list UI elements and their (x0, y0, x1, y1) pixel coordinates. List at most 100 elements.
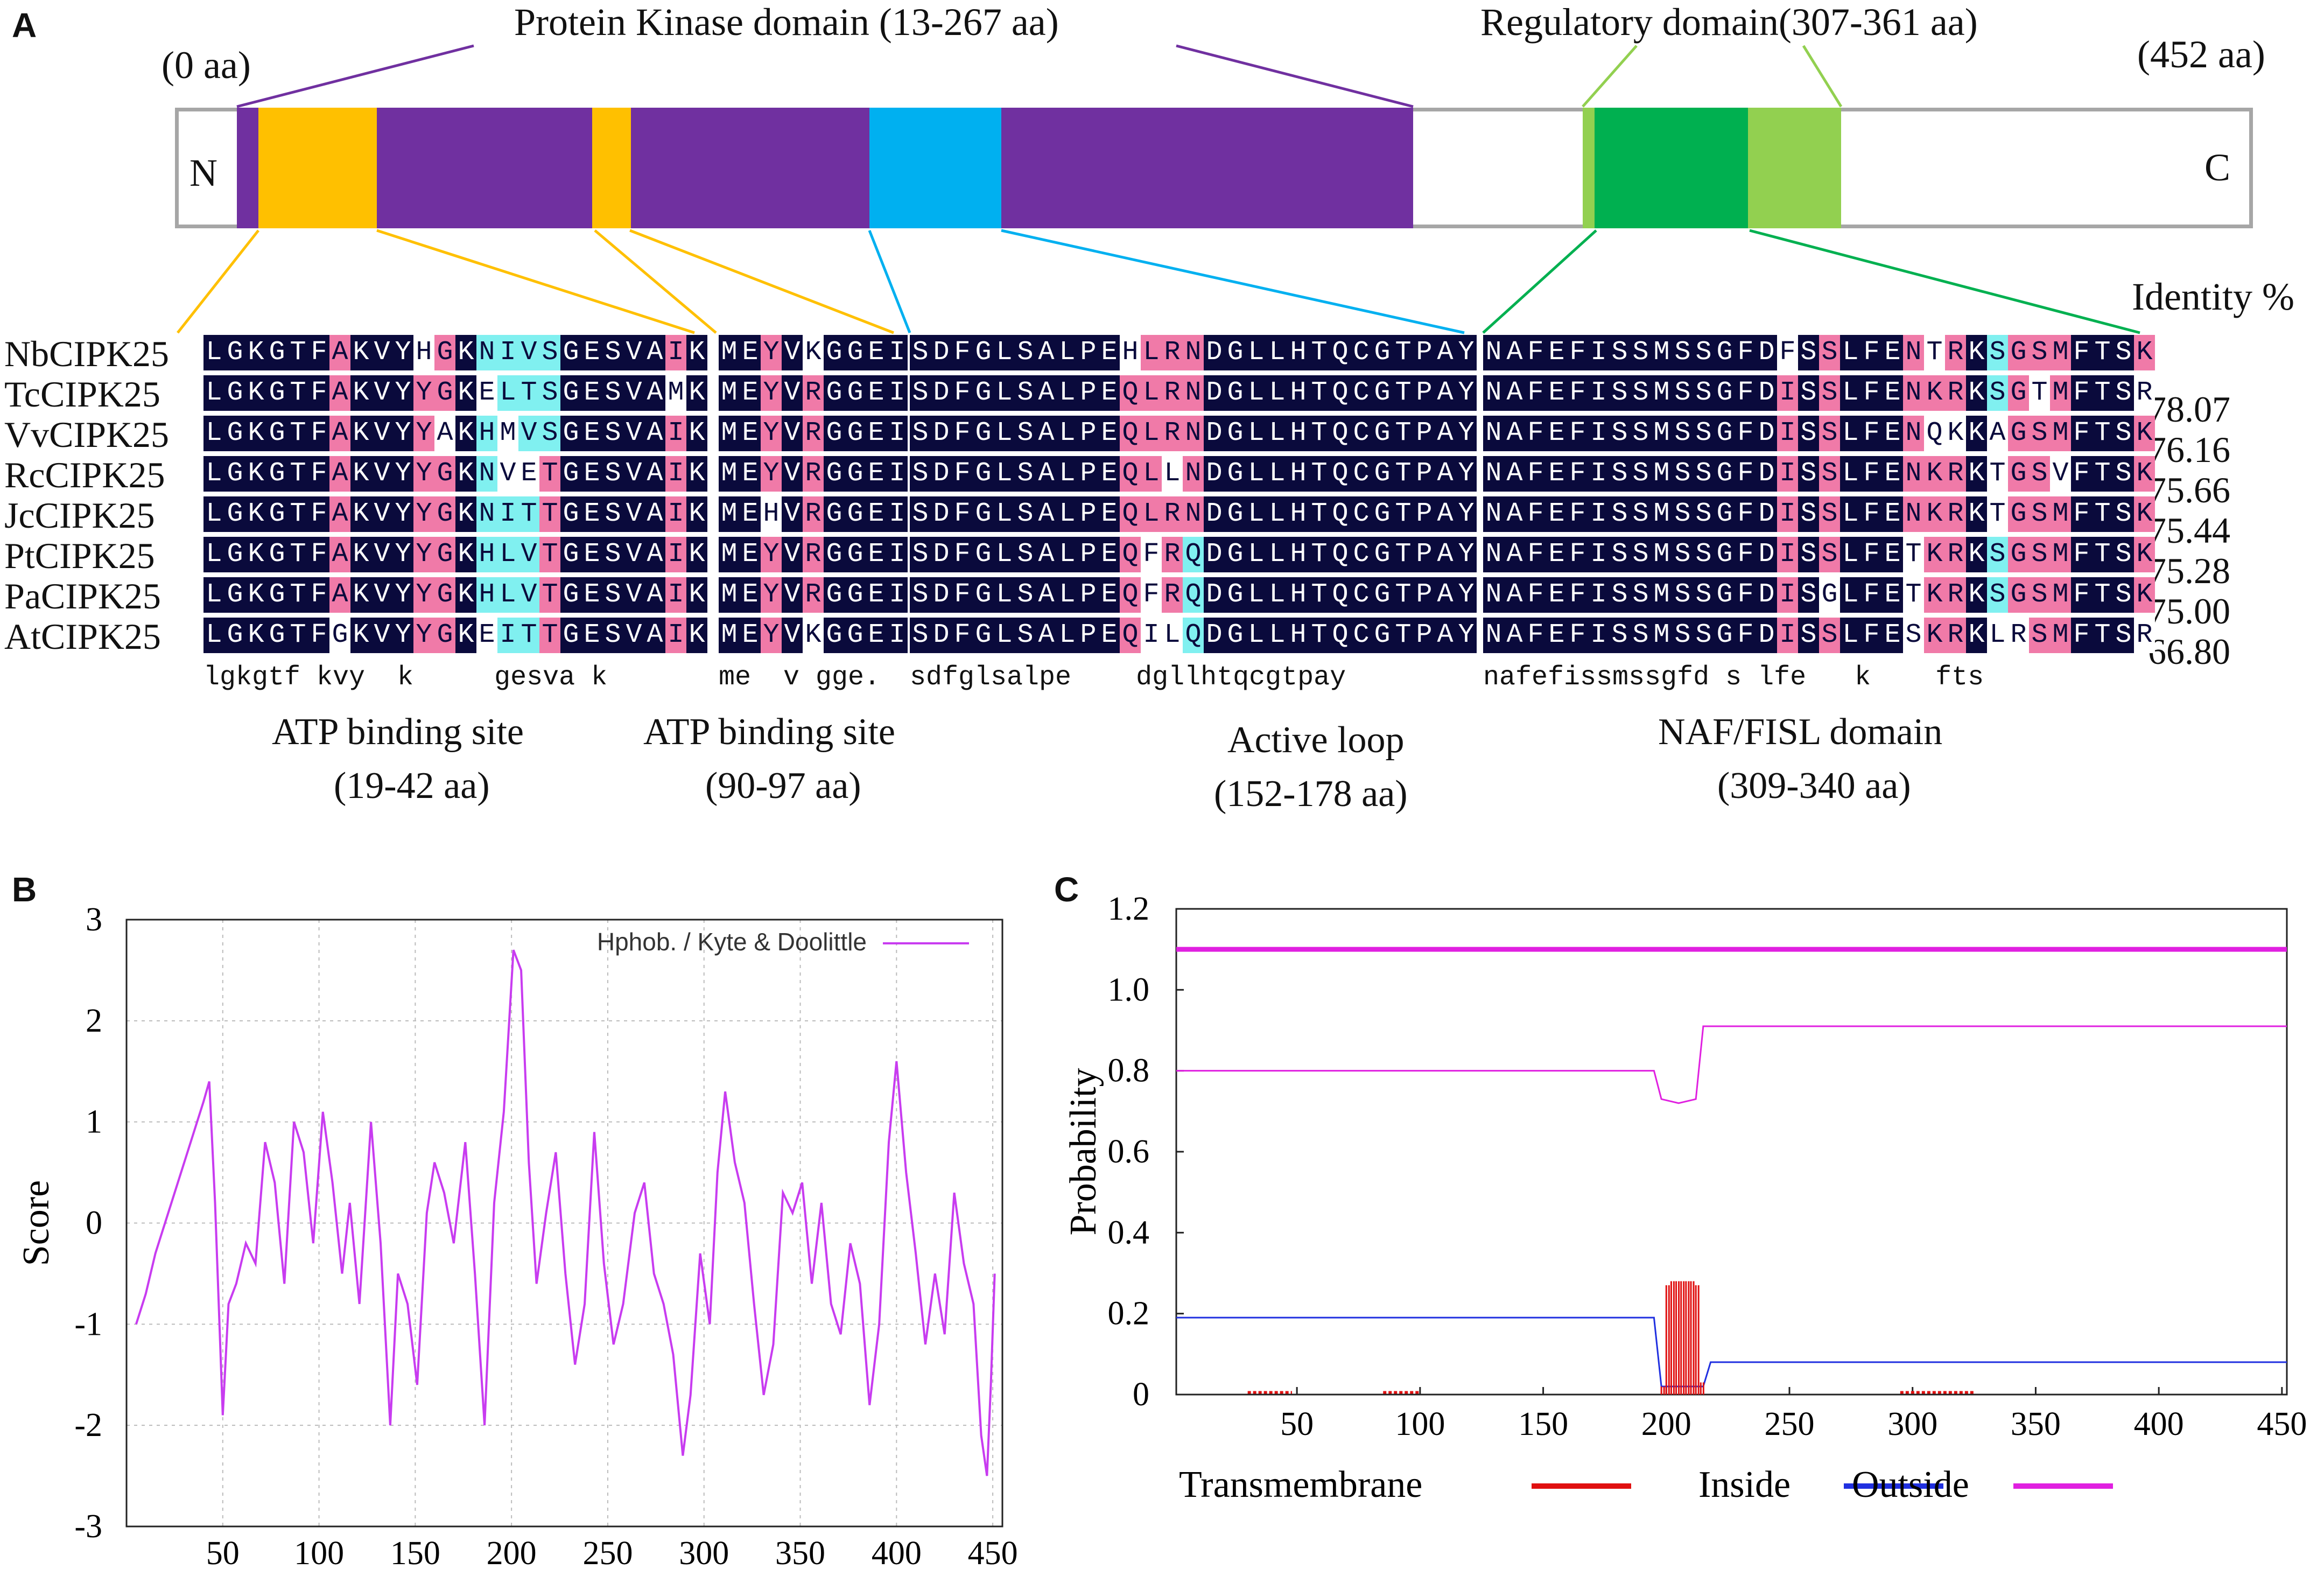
residue-cell: L (1057, 618, 1078, 653)
residue-cell: G (1714, 537, 1735, 572)
residue-cell: K (1966, 496, 1987, 532)
x-tick-label: 200 (1641, 1406, 1691, 1442)
residue-cell: L (1840, 577, 1861, 613)
residue-cell: A (1504, 416, 1525, 451)
residue-cell: Y (761, 537, 782, 572)
residue-cell: I (887, 496, 908, 532)
residue-cell: M (1651, 335, 1672, 370)
residue-cell: I (1777, 496, 1798, 532)
residue-cell: G (973, 456, 994, 492)
x-tick-label: 250 (582, 1535, 633, 1569)
residue-cell: L (1246, 577, 1267, 613)
residue-cell: S (910, 375, 931, 411)
panel-b-label: B (12, 870, 37, 909)
residue-cell: S (602, 496, 623, 532)
residue-cell: L (1267, 456, 1288, 492)
residue-cell: C (1351, 375, 1372, 411)
residue-cell: T (539, 618, 560, 653)
residue-cell: S (1609, 416, 1630, 451)
naf-domain-block (1595, 108, 1748, 228)
residue-cell: G (434, 577, 455, 613)
residue-cell: V (371, 618, 392, 653)
residue-cell: T (539, 577, 560, 613)
residue-cell: E (1882, 375, 1903, 411)
residue-cell: G (1372, 456, 1393, 492)
residue-cell: F (1735, 375, 1756, 411)
residue-cell: T (1309, 618, 1330, 653)
residue-cell: Y (1456, 375, 1477, 411)
residue-cell: T (287, 537, 308, 572)
residue-cell: F (1567, 335, 1588, 370)
residue-cell: G (973, 416, 994, 451)
identity-value: 66.80 (2148, 631, 2230, 672)
residue-cell: S (1819, 335, 1840, 370)
residue-cell: F (952, 375, 973, 411)
residue-cell: G (845, 335, 866, 370)
residue-cell: G (434, 496, 455, 532)
residue-cell: H (1288, 335, 1309, 370)
residue-cell: F (1861, 375, 1882, 411)
residue-cell: S (1903, 618, 1924, 653)
residue-cell: S (1693, 335, 1714, 370)
y-tick-label: 0 (1133, 1376, 1149, 1413)
residue-cell: R (803, 375, 824, 411)
residue-cell: I (665, 577, 686, 613)
residue-cell: F (1567, 577, 1588, 613)
residue-cell: S (1609, 577, 1630, 613)
residue-cell: A (1504, 496, 1525, 532)
residue-cell: V (371, 335, 392, 370)
sequence-name: TcCIPK25 (4, 374, 160, 415)
sequence-name: AtCIPK25 (4, 616, 161, 657)
residue-cell: V (623, 537, 644, 572)
residue-cell: M (1651, 537, 1672, 572)
x-tick-label: 200 (487, 1535, 537, 1569)
residue-cell: L (1057, 496, 1078, 532)
residue-cell: E (866, 456, 887, 492)
residue-cell: D (1204, 496, 1225, 532)
y-tick-label: 2 (86, 1003, 102, 1039)
residue-cell: G (560, 416, 581, 451)
start-aa-label: (0 aa) (162, 44, 251, 87)
residue-cell: R (1162, 537, 1183, 572)
residue-cell: K (245, 496, 266, 532)
residue-cell: K (1966, 416, 1987, 451)
residue-cell: S (1798, 577, 1819, 613)
residue-cell: S (910, 335, 931, 370)
residue-cell: M (719, 456, 740, 492)
x-tick-label: 150 (1518, 1406, 1568, 1442)
residue-cell: I (887, 375, 908, 411)
residue-cell: K (455, 416, 476, 451)
residue-cell: S (1672, 496, 1693, 532)
residue-cell: D (931, 335, 952, 370)
residue-cell: M (719, 577, 740, 613)
residue-cell: L (994, 416, 1015, 451)
residue-cell: L (203, 496, 224, 532)
residue-cell: L (1987, 618, 2008, 653)
residue-cell: F (308, 577, 329, 613)
residue-cell: T (518, 618, 539, 653)
residue-cell: M (2050, 375, 2071, 411)
x-tick-label: 300 (1887, 1406, 1937, 1442)
residue-cell: P (1078, 456, 1099, 492)
residue-cell: I (887, 456, 908, 492)
x-tick-label: 350 (2011, 1406, 2061, 1442)
residue-cell: F (952, 335, 973, 370)
residue-cell: K (350, 618, 371, 653)
residue-cell: T (287, 335, 308, 370)
residue-cell: G (845, 456, 866, 492)
residue-cell: E (1546, 375, 1567, 411)
residue-cell: S (1819, 375, 1840, 411)
residue-cell: T (287, 416, 308, 451)
residue-cell: S (1798, 537, 1819, 572)
atp2-caption: ATP binding site (643, 711, 895, 753)
residue-cell: H (1288, 456, 1309, 492)
residue-cell: V (623, 618, 644, 653)
residue-cell: V (782, 496, 803, 532)
residue-cell: L (1246, 416, 1267, 451)
residue-cell: L (1840, 375, 1861, 411)
residue-cell: L (1057, 537, 1078, 572)
residue-cell: P (1414, 456, 1435, 492)
residue-cell: G (845, 416, 866, 451)
